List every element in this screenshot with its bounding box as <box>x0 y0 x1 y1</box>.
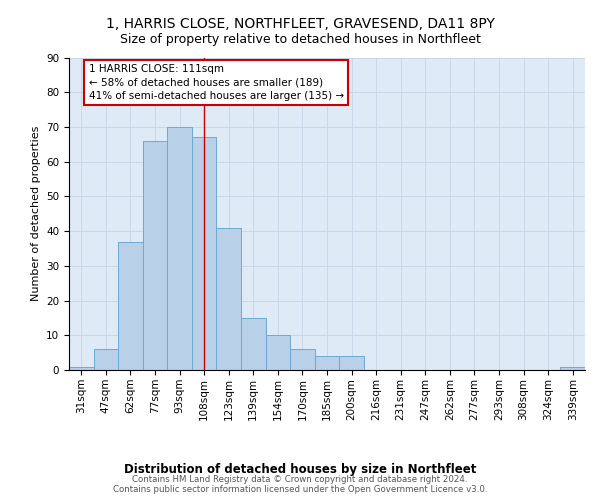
Bar <box>560 366 585 370</box>
Text: 1 HARRIS CLOSE: 111sqm
← 58% of detached houses are smaller (189)
41% of semi-de: 1 HARRIS CLOSE: 111sqm ← 58% of detached… <box>89 64 344 101</box>
Bar <box>315 356 339 370</box>
Bar <box>290 349 315 370</box>
Bar <box>339 356 364 370</box>
Bar <box>143 141 167 370</box>
Bar <box>118 242 143 370</box>
Bar <box>266 336 290 370</box>
Bar <box>192 138 217 370</box>
Bar <box>94 349 118 370</box>
Text: Contains HM Land Registry data © Crown copyright and database right 2024.
Contai: Contains HM Land Registry data © Crown c… <box>113 474 487 494</box>
Text: 1, HARRIS CLOSE, NORTHFLEET, GRAVESEND, DA11 8PY: 1, HARRIS CLOSE, NORTHFLEET, GRAVESEND, … <box>106 18 494 32</box>
Y-axis label: Number of detached properties: Number of detached properties <box>31 126 41 302</box>
Bar <box>241 318 266 370</box>
Text: Size of property relative to detached houses in Northfleet: Size of property relative to detached ho… <box>119 33 481 46</box>
Bar <box>167 127 192 370</box>
Bar <box>69 366 94 370</box>
Text: Distribution of detached houses by size in Northfleet: Distribution of detached houses by size … <box>124 462 476 475</box>
Bar <box>217 228 241 370</box>
